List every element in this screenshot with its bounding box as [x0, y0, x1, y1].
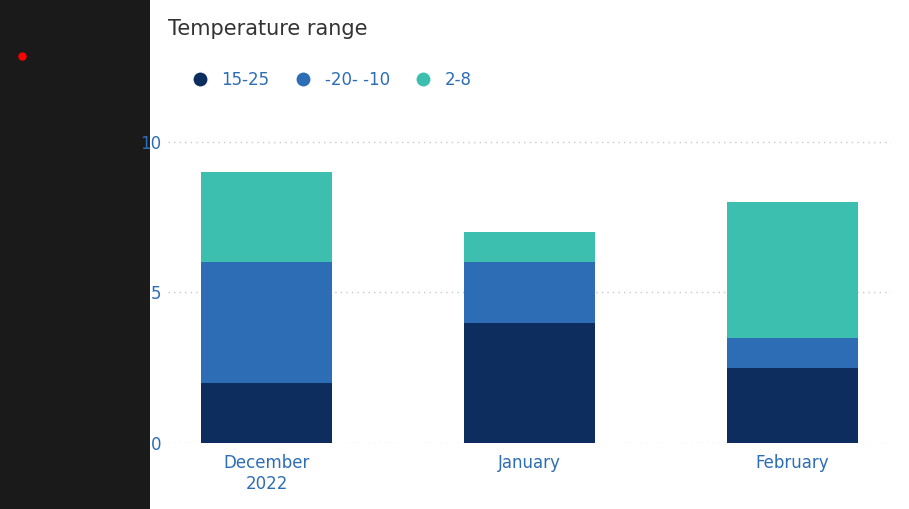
Bar: [464, 232, 595, 262]
Bar: [726, 367, 858, 443]
Bar: [726, 202, 858, 337]
Bar: [201, 262, 333, 383]
Bar: [726, 337, 858, 367]
Legend: 15-25, -20- -10, 2-8: 15-25, -20- -10, 2-8: [176, 64, 478, 95]
Bar: [201, 383, 333, 443]
Bar: [464, 262, 595, 323]
Text: Temperature range: Temperature range: [168, 19, 367, 39]
Bar: [464, 323, 595, 443]
Bar: [201, 172, 333, 262]
